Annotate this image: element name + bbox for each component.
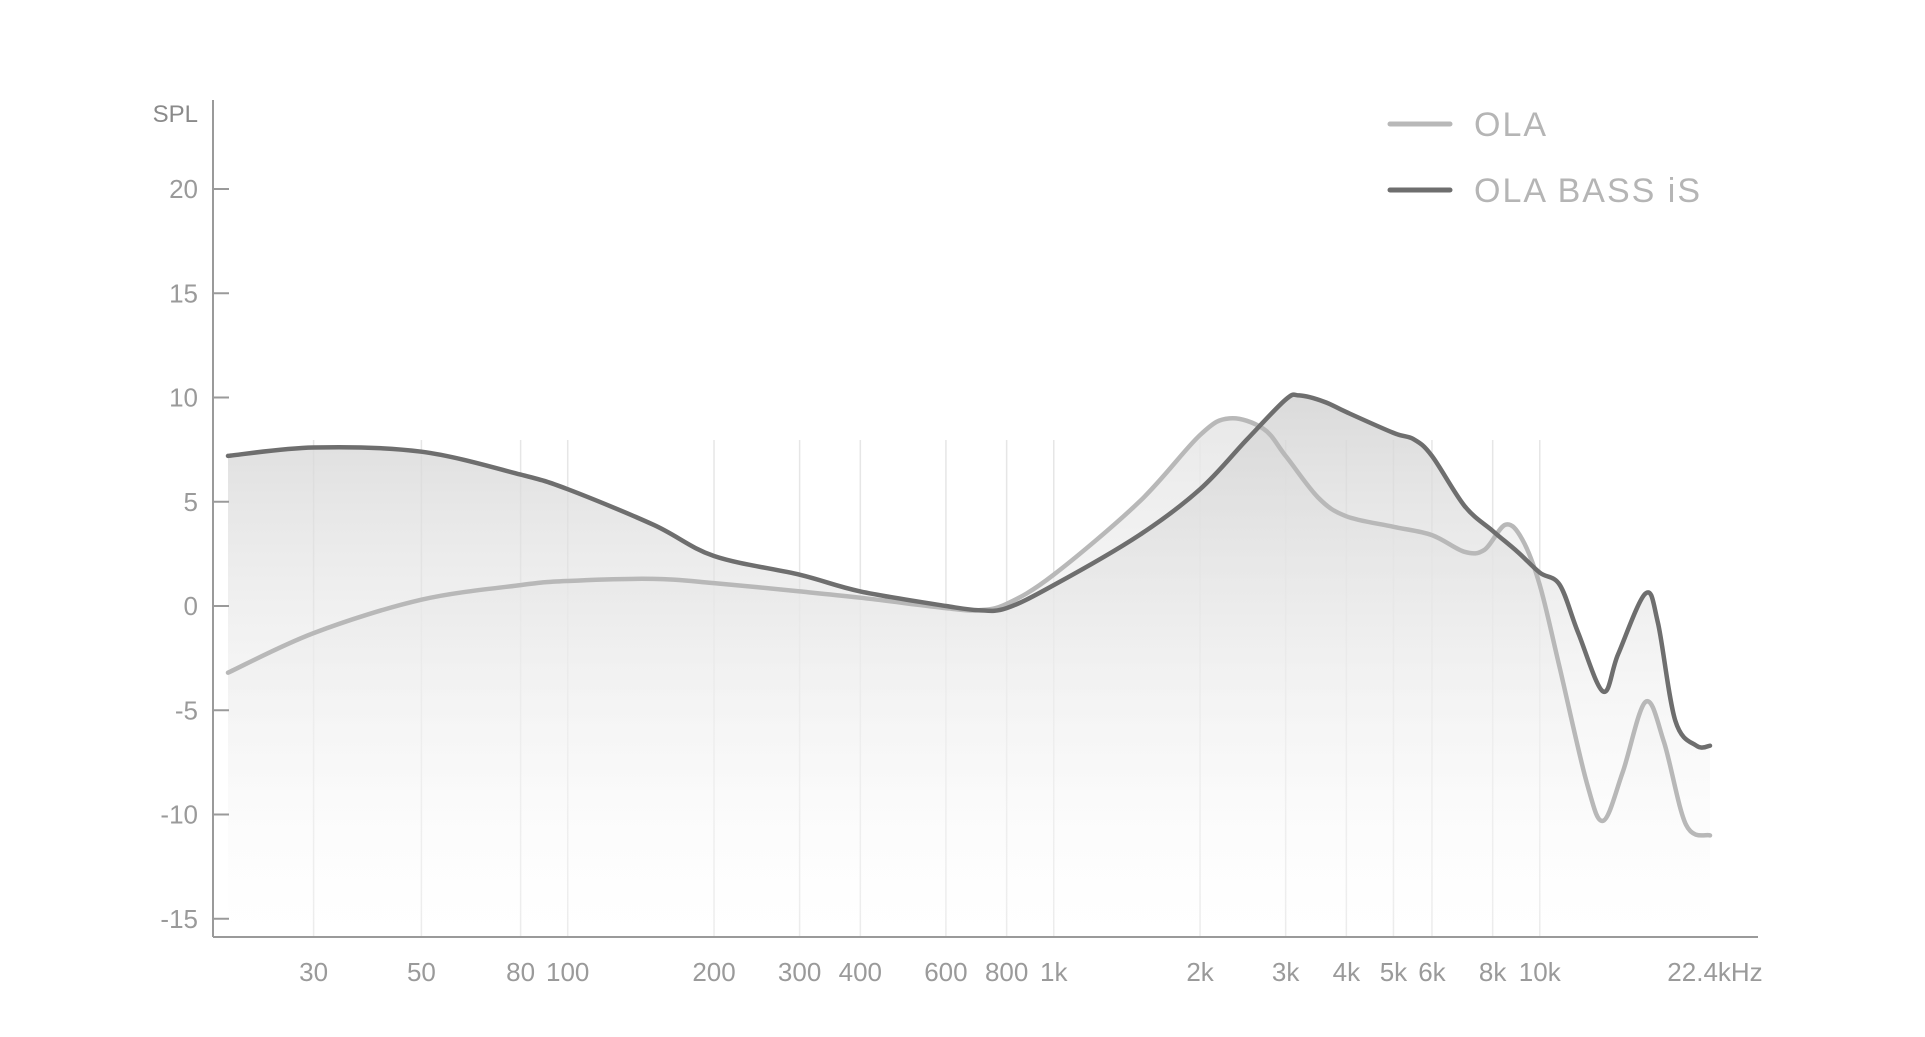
y-axis-label: SPL (153, 101, 198, 128)
legend-label-2: OLA BASS iS (1474, 172, 1702, 210)
y-tick-label-20: 20 (169, 174, 198, 204)
x-tick-label-200: 200 (692, 957, 735, 987)
x-tick-label-50: 50 (407, 957, 436, 987)
x-tick-label-5k: 5k (1380, 957, 1408, 987)
y-tick-label-10: 10 (169, 383, 198, 413)
axes (212, 100, 1758, 938)
legend: OLA OLA BASS iS (1387, 106, 1702, 210)
x-tick-label-100: 100 (546, 957, 589, 987)
x-tick-label-4k: 4k (1333, 957, 1361, 987)
y-tick-label-5: 5 (184, 487, 198, 517)
x-tick-label-300: 300 (778, 957, 821, 987)
series-line-2 (225, 392, 1713, 750)
series-line-1 (225, 416, 1713, 838)
x-tick-label-30: 30 (299, 957, 328, 987)
x-tick-label-400: 400 (839, 957, 882, 987)
x-tick-label-3k: 3k (1272, 957, 1300, 987)
x-tick-label-22.4kHz: 22.4kHz (1667, 957, 1762, 987)
x-tick-label-600: 600 (924, 957, 967, 987)
x-tick-label-8k: 8k (1479, 957, 1507, 987)
y-tick-label-15: 15 (169, 278, 198, 308)
y-tick-label--5: -5 (175, 695, 198, 725)
series-fills (228, 394, 1710, 938)
y-tick-label--15: -15 (160, 904, 198, 934)
x-tick-label-10k: 10k (1519, 957, 1562, 987)
x-tick-label-6k: 6k (1418, 957, 1446, 987)
series-lines (225, 392, 1713, 838)
x-tick-label-2k: 2k (1186, 957, 1214, 987)
x-tick-label-1k: 1k (1040, 957, 1068, 987)
y-tick-label-0: 0 (184, 591, 198, 621)
series-fill-2 (228, 394, 1710, 938)
x-tick-label-800: 800 (985, 957, 1028, 987)
y-tick-label--10: -10 (160, 800, 198, 830)
legend-label-1: OLA (1474, 106, 1548, 144)
x-tick-label-80: 80 (506, 957, 535, 987)
